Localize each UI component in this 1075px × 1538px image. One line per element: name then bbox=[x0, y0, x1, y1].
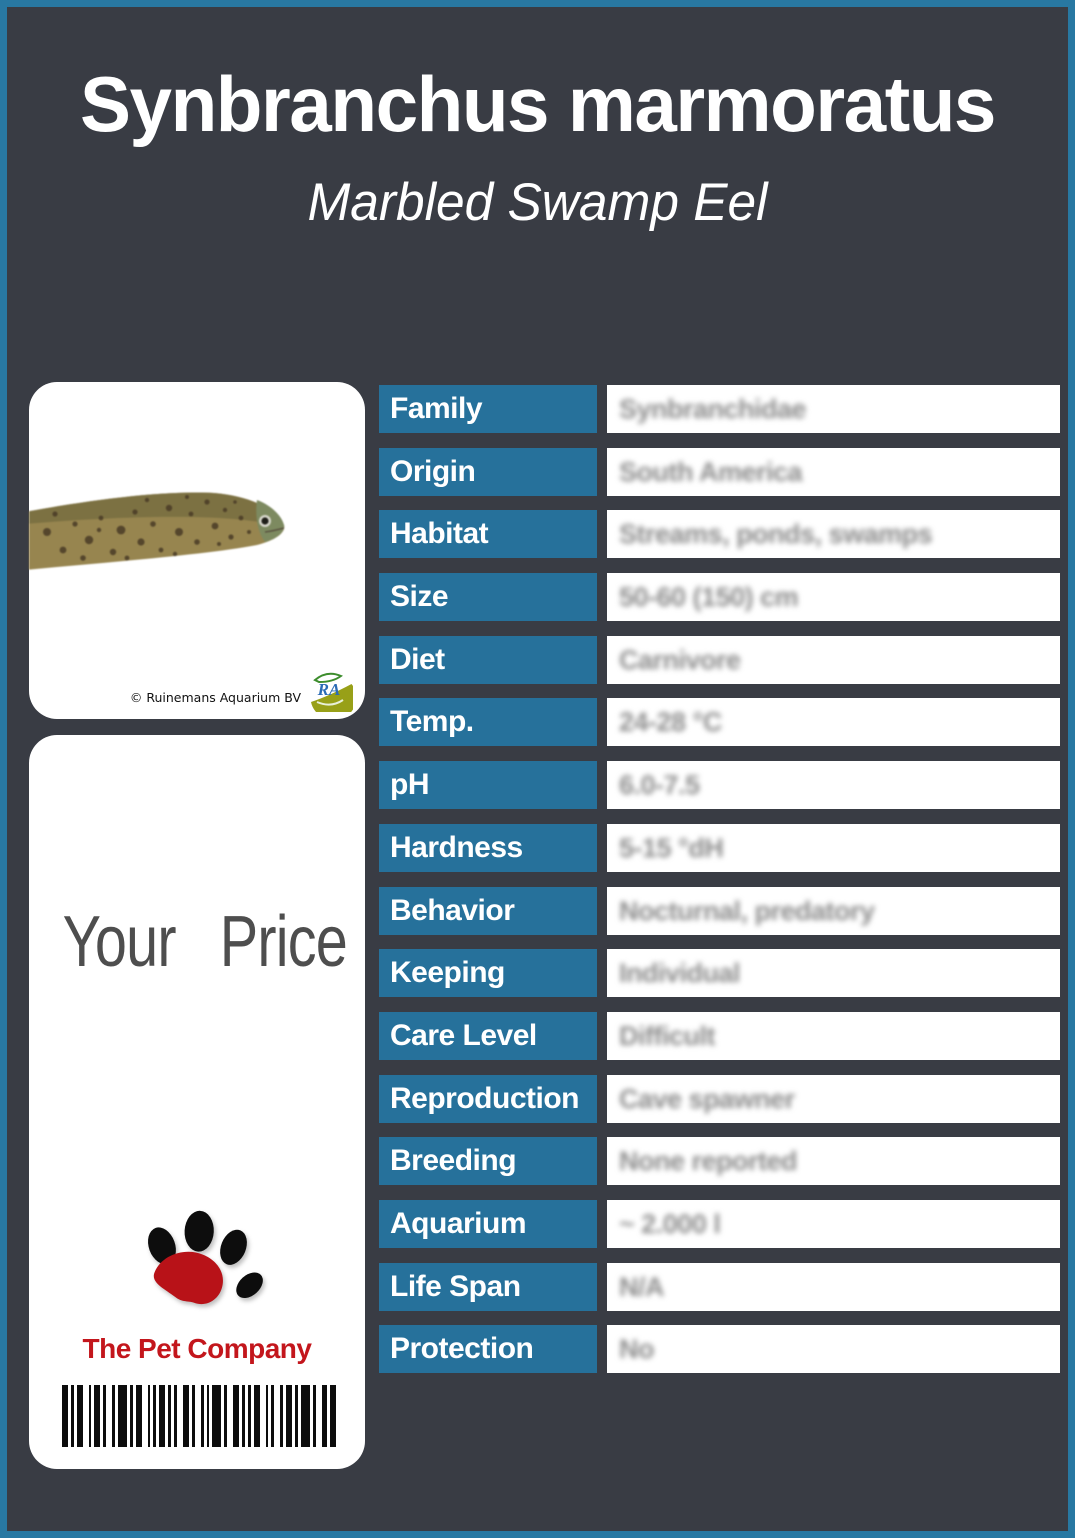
table-row: Hardness 5-15 °dH bbox=[379, 823, 1060, 872]
table-row: Behavior Nocturnal, predatory bbox=[379, 886, 1060, 935]
row-value: Individual bbox=[607, 949, 1060, 998]
common-name-subtitle: Marbled Swamp Eel bbox=[307, 173, 768, 232]
row-label: Temp. bbox=[379, 698, 597, 747]
table-row: Life Span N/A bbox=[379, 1262, 1060, 1311]
row-label: Reproduction bbox=[379, 1074, 597, 1123]
barcode-bar bbox=[265, 1385, 269, 1447]
row-label: Aquarium bbox=[379, 1199, 597, 1248]
row-label: Keeping bbox=[379, 949, 597, 998]
barcode-bar bbox=[200, 1385, 204, 1447]
barcode-bar bbox=[253, 1385, 260, 1447]
table-row: Habitat Streams, ponds, swamps bbox=[379, 510, 1060, 559]
table-row: Breeding None reported bbox=[379, 1137, 1060, 1186]
barcode-bar bbox=[300, 1385, 310, 1447]
row-label: Breeding bbox=[379, 1137, 597, 1186]
barcode-bar bbox=[76, 1385, 83, 1447]
row-value: Synbranchidae bbox=[607, 385, 1060, 433]
barcode-bar bbox=[174, 1385, 178, 1447]
barcode-bar bbox=[103, 1385, 107, 1447]
barcode-bar bbox=[247, 1385, 251, 1447]
row-label: pH bbox=[379, 761, 597, 810]
info-table: Family Synbranchidae Origin South Americ… bbox=[379, 385, 1060, 1374]
row-value: Carnivore bbox=[607, 635, 1060, 684]
row-value: Difficult bbox=[607, 1011, 1060, 1060]
row-value: N/A bbox=[607, 1262, 1060, 1311]
barcode-bar bbox=[233, 1385, 239, 1447]
barcode-bar bbox=[241, 1385, 245, 1447]
barcode-bar bbox=[321, 1385, 328, 1447]
barcode-bar bbox=[88, 1385, 92, 1447]
row-label: Family bbox=[379, 385, 597, 433]
barcode-bar bbox=[62, 1385, 68, 1447]
barcode-bar bbox=[159, 1385, 166, 1447]
species-title: Synbranchus marmoratus bbox=[80, 60, 996, 148]
barcode-bar bbox=[153, 1385, 157, 1447]
barcode-bar bbox=[312, 1385, 316, 1447]
row-value: 6.0-7.5 bbox=[607, 761, 1060, 810]
barcode-bar bbox=[70, 1385, 74, 1447]
row-label: Care Level bbox=[379, 1011, 597, 1060]
barcode-bar bbox=[182, 1385, 189, 1447]
barcode-bar bbox=[168, 1385, 172, 1447]
barcode-bar bbox=[94, 1385, 101, 1447]
barcode bbox=[62, 1385, 337, 1447]
barcode-bar bbox=[135, 1385, 142, 1447]
row-label: Life Span bbox=[379, 1262, 597, 1311]
row-label: Hardness bbox=[379, 823, 597, 872]
row-value: South America bbox=[607, 447, 1060, 496]
barcode-bar bbox=[147, 1385, 151, 1447]
row-value: 50-60 (150) cm bbox=[607, 573, 1060, 622]
header: Synbranchus marmoratus Marbled Swamp Eel bbox=[7, 59, 1068, 233]
table-row: Temp. 24-28 °C bbox=[379, 698, 1060, 747]
row-value: ~ 2.000 l bbox=[607, 1199, 1060, 1248]
table-row: Protection No bbox=[379, 1325, 1060, 1374]
barcode-bar bbox=[224, 1385, 228, 1447]
row-label: Size bbox=[379, 573, 597, 622]
table-row: Care Level Difficult bbox=[379, 1011, 1060, 1060]
barcode-bar bbox=[286, 1385, 293, 1447]
row-label: Habitat bbox=[379, 510, 597, 559]
table-row: Family Synbranchidae bbox=[379, 385, 1060, 433]
price-card: Your Price The Pet Company bbox=[29, 735, 365, 1469]
barcode-bar bbox=[118, 1385, 127, 1447]
row-value: No bbox=[607, 1325, 1060, 1374]
barcode-bar bbox=[129, 1385, 133, 1447]
row-label: Origin bbox=[379, 447, 597, 496]
row-value: 5-15 °dH bbox=[607, 823, 1060, 872]
row-value: Streams, ponds, swamps bbox=[607, 510, 1060, 559]
row-label: Behavior bbox=[379, 886, 597, 935]
table-row: Size 50-60 (150) cm bbox=[379, 573, 1060, 622]
table-row: Reproduction Cave spawner bbox=[379, 1074, 1060, 1123]
barcode-bar bbox=[280, 1385, 284, 1447]
price-label: Your Price bbox=[62, 902, 348, 982]
ruinemans-aquarium-logo: RA bbox=[306, 667, 353, 712]
table-row: Diet Carnivore bbox=[379, 635, 1060, 684]
fish-photo bbox=[29, 492, 285, 570]
row-value: Nocturnal, predatory bbox=[607, 886, 1060, 935]
paw-logo bbox=[148, 1210, 263, 1305]
row-value: None reported bbox=[607, 1137, 1060, 1186]
photo-copyright: © Ruinemans Aquarium BV bbox=[129, 690, 301, 705]
row-label: Protection bbox=[379, 1325, 597, 1374]
row-value: Cave spawner bbox=[607, 1074, 1060, 1123]
table-row: Origin South America bbox=[379, 447, 1060, 496]
barcode-bar bbox=[191, 1385, 195, 1447]
barcode-bar bbox=[295, 1385, 298, 1447]
table-row: Aquarium ~ 2.000 l bbox=[379, 1199, 1060, 1248]
barcode-bar bbox=[212, 1385, 222, 1447]
table-row: Keeping Individual bbox=[379, 949, 1060, 998]
photo-card: © Ruinemans Aquarium BV RA bbox=[29, 382, 365, 719]
barcode-bar bbox=[206, 1385, 210, 1447]
row-value: 24-28 °C bbox=[607, 698, 1060, 747]
svg-text:RA: RA bbox=[317, 680, 341, 699]
barcode-bar bbox=[112, 1385, 116, 1447]
row-label: Diet bbox=[379, 635, 597, 684]
barcode-bar bbox=[271, 1385, 275, 1447]
company-name: The Pet Company bbox=[82, 1333, 312, 1364]
table-row: pH 6.0-7.5 bbox=[379, 761, 1060, 810]
barcode-bar bbox=[330, 1385, 337, 1447]
